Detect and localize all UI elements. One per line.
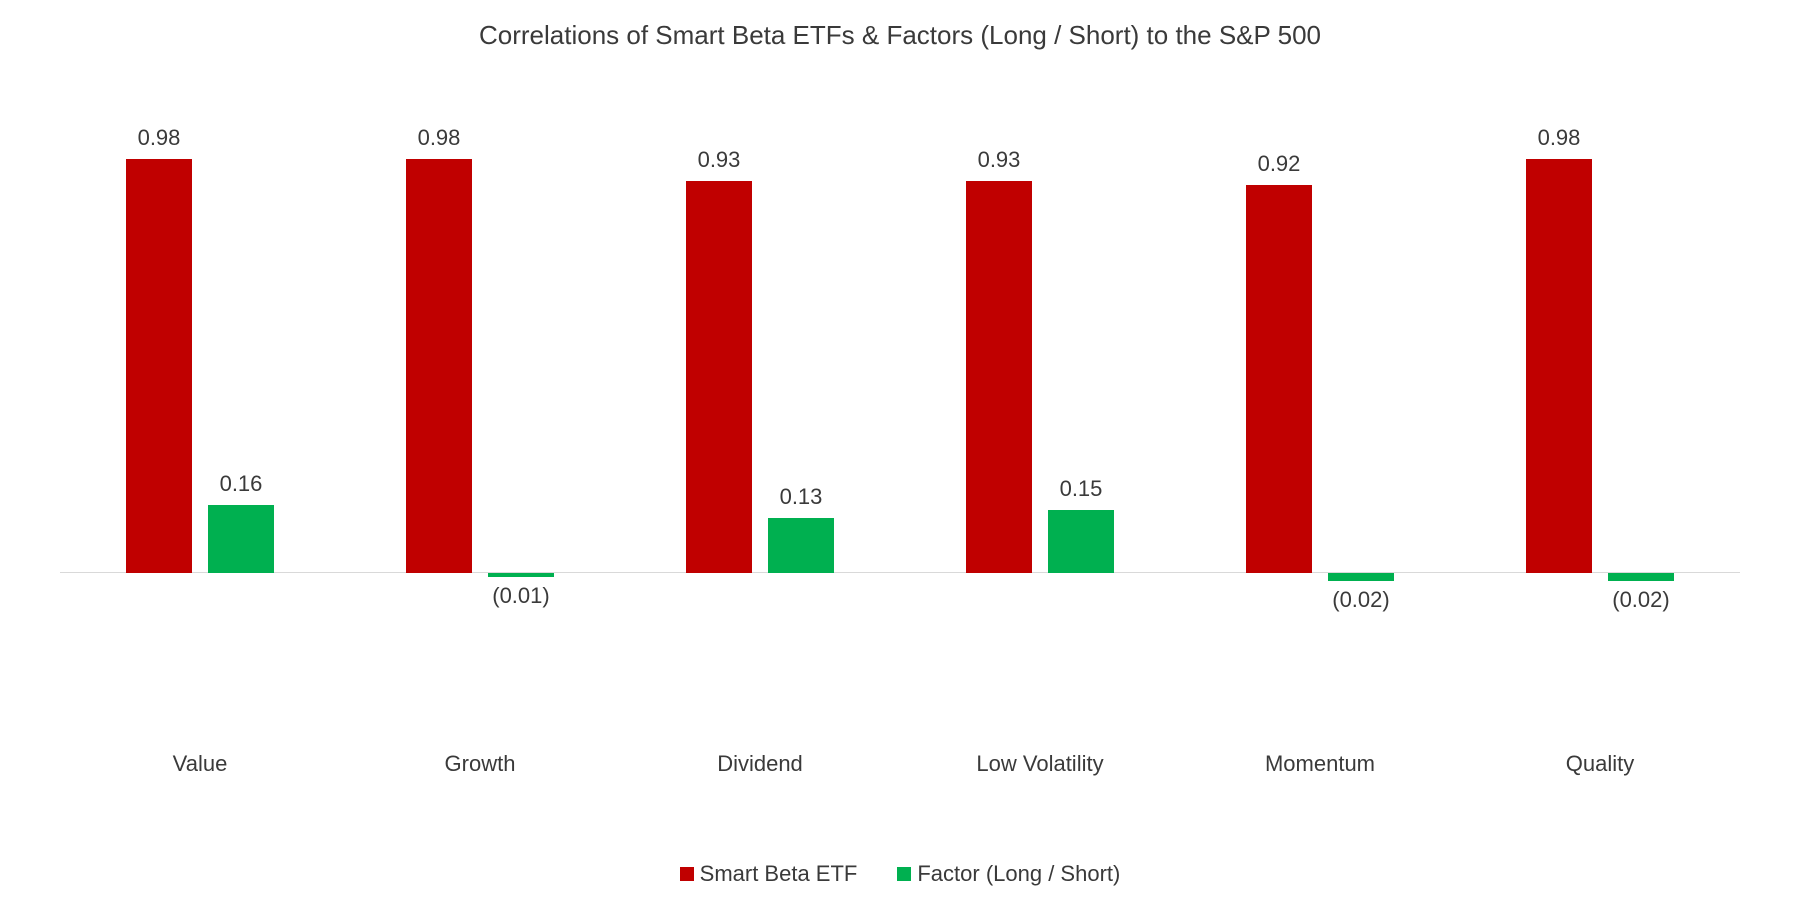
bar-group: 0.92 (0.02) [1180,101,1460,681]
bar-value-label: 0.93 [939,147,1059,173]
bar [1526,159,1592,573]
bar-group: 0.98 (0.01) [340,101,620,681]
bar-value-label: (0.01) [461,583,581,609]
chart-container: Correlations of Smart Beta ETFs & Factor… [60,20,1740,880]
category-label: Value [60,751,340,777]
bar-value-label: 0.13 [741,484,861,510]
legend-swatch [680,867,694,881]
bar-group: 0.93 0.13 [620,101,900,681]
legend-label: Factor (Long / Short) [917,861,1120,887]
legend: Smart Beta ETF Factor (Long / Short) [60,861,1740,887]
bar [768,518,834,573]
bar-value-label: 0.93 [659,147,779,173]
chart-title: Correlations of Smart Beta ETFs & Factor… [60,20,1740,51]
bar [1328,573,1394,581]
x-axis-labels: ValueGrowthDividendLow VolatilityMomentu… [60,751,1740,831]
bar [406,159,472,573]
legend-item: Smart Beta ETF [680,861,858,887]
category-label: Growth [340,751,620,777]
bar-value-label: 0.92 [1219,151,1339,177]
plot-area: 0.98 0.16 0.98 (0.01) 0.93 0.13 0.93 0.15 0.92 (0… [60,101,1740,681]
bar [966,181,1032,573]
bar-group: 0.93 0.15 [900,101,1180,681]
bar-value-label: (0.02) [1301,587,1421,613]
bar-value-label: 0.15 [1021,476,1141,502]
bar [126,159,192,573]
bar-value-label: 0.98 [99,125,219,151]
bar [488,573,554,577]
bar-value-label: 0.98 [1499,125,1619,151]
bar-group: 0.98 0.16 [60,101,340,681]
bar [208,505,274,573]
legend-label: Smart Beta ETF [700,861,858,887]
bar [686,181,752,573]
bar [1608,573,1674,581]
bar-value-label: (0.02) [1581,587,1701,613]
legend-item: Factor (Long / Short) [897,861,1120,887]
category-label: Dividend [620,751,900,777]
bar-group: 0.98 (0.02) [1460,101,1740,681]
bar [1246,185,1312,573]
category-label: Momentum [1180,751,1460,777]
category-label: Quality [1460,751,1740,777]
category-label: Low Volatility [900,751,1180,777]
bar-value-label: 0.16 [181,471,301,497]
legend-swatch [897,867,911,881]
bar-value-label: 0.98 [379,125,499,151]
bar [1048,510,1114,573]
